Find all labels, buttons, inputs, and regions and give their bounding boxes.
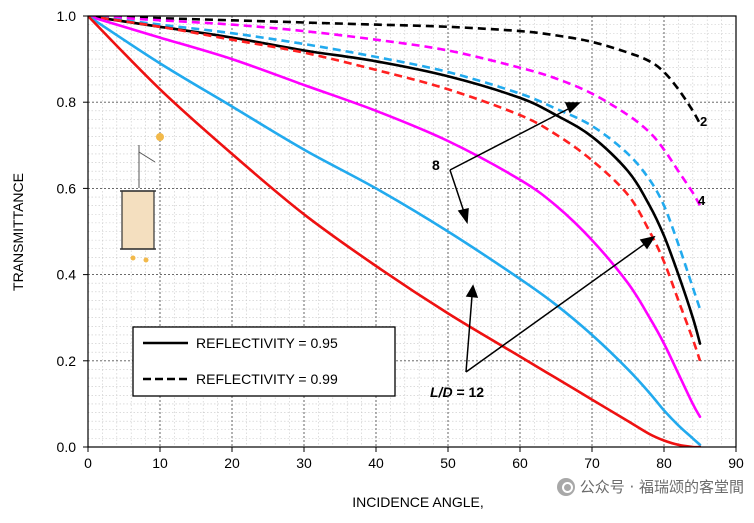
tick-layer: 0 10 20 30 40 50 60 70 80 90 0.0 0.2 0.4 0.6 0.8 1.0	[57, 8, 744, 471]
annotation-label-ld12: L/D = 12	[430, 384, 484, 400]
arrowhead-8-upper	[564, 102, 581, 114]
y-tick-label: 0.8	[57, 94, 77, 110]
arrowhead-8-lower	[457, 208, 469, 225]
annotation-label-4: 4	[698, 193, 706, 208]
y-tick-label: 0.0	[57, 439, 77, 455]
x-axis-title: INCIDENCE ANGLE,	[352, 494, 483, 510]
legend-label-solid: REFLECTIVITY = 0.95	[196, 335, 338, 351]
arrowhead-12-right	[639, 235, 656, 250]
annotation-label-2: 2	[700, 114, 707, 129]
x-tick-label: 70	[584, 455, 600, 471]
series-line-ld2-099	[88, 16, 702, 125]
legend-label-dashed: REFLECTIVITY = 0.99	[196, 371, 338, 387]
x-tick-label: 60	[512, 455, 528, 471]
arrow-12-left	[465, 295, 473, 373]
arrow-8-lower	[449, 169, 465, 213]
series-line-ld2-095	[88, 16, 702, 345]
series-layer	[88, 16, 702, 447]
legend-box	[132, 326, 396, 397]
series-line-ld4-095	[88, 16, 702, 419]
x-tick-label: 0	[84, 455, 92, 471]
watermark-text: 公众号 · 福瑞颂的客堂間	[579, 478, 744, 496]
annotation-label-ld12-italic: L/D	[430, 384, 453, 400]
series-line-ld8-095	[88, 16, 702, 447]
x-tick-label: 50	[440, 455, 456, 471]
y-tick-label: 0.6	[57, 180, 77, 196]
legend: REFLECTIVITY = 0.95 REFLECTIVITY = 0.99	[132, 326, 396, 397]
annotation-label-8: 8	[432, 157, 440, 173]
y-tick-label: 0.2	[57, 353, 77, 369]
x-tick-label: 20	[224, 455, 240, 471]
x-tick-label: 90	[728, 455, 744, 471]
arrow-12-right	[465, 242, 647, 373]
y-tick-label: 1.0	[57, 8, 77, 24]
series-line-ld12-095	[88, 16, 702, 447]
annotation-arrows	[449, 102, 656, 373]
y-axis-title: TRANSMITTANCE	[10, 173, 26, 291]
y-tick-label: 0.4	[57, 267, 77, 283]
series-line-ld12-099	[88, 16, 702, 362]
x-tick-label: 80	[656, 455, 672, 471]
x-tick-label: 40	[368, 455, 384, 471]
series-line-ld8-099	[88, 16, 702, 310]
plot-frame	[87, 15, 737, 448]
arrowhead-12-left	[465, 284, 479, 298]
x-tick-label: 30	[296, 455, 312, 471]
watermark: 公众号 · 福瑞颂的客堂間	[556, 476, 744, 497]
sensor-illustration	[120, 133, 164, 263]
x-tick-label: 10	[152, 455, 168, 471]
annotation-label-ld12-value: = 12	[453, 384, 485, 400]
wechat-official-account-icon	[556, 477, 575, 496]
arrow-8-upper	[449, 107, 571, 171]
